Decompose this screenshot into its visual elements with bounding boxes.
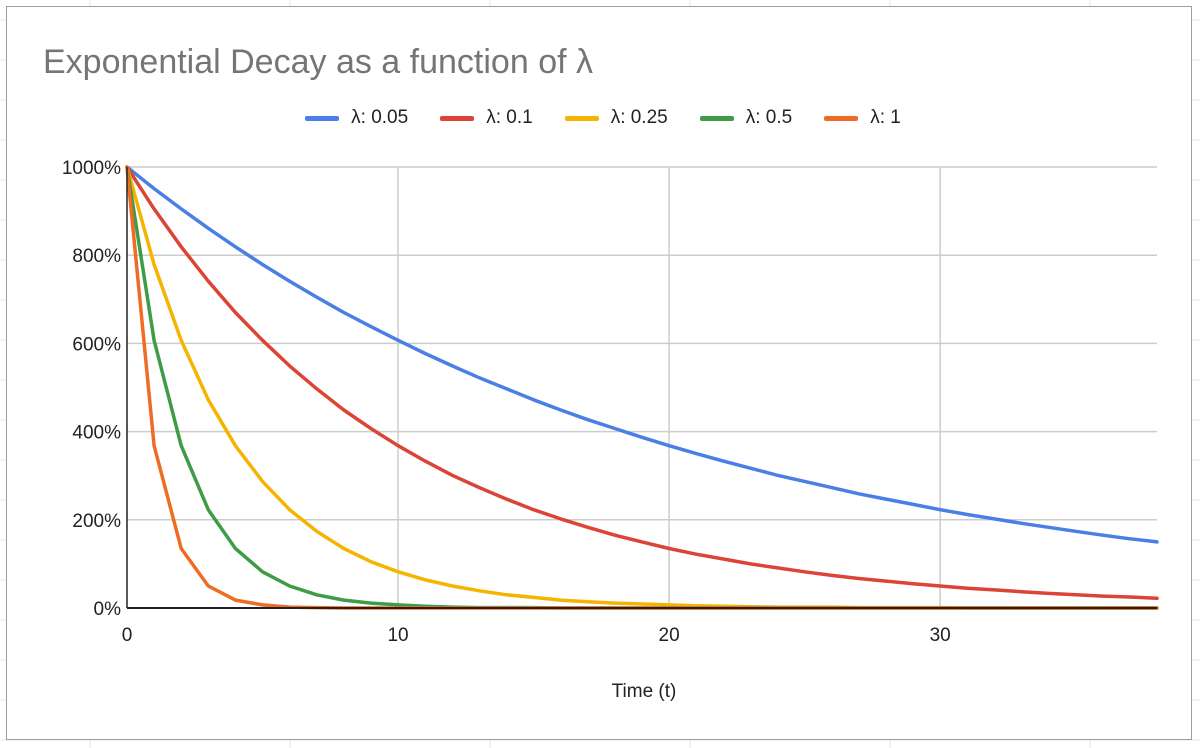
y-tick-label: 200% <box>72 511 121 532</box>
legend-swatch <box>699 115 734 121</box>
x-tick-label: 0 <box>122 625 133 646</box>
legend-swatch <box>440 115 475 121</box>
y-tick-label: 400% <box>72 423 121 444</box>
plot-area: 0% 200% 400% 600% 800% 1000% 0 10 20 30 Time (t) <box>62 158 1159 702</box>
x-tick-label: 10 <box>387 625 408 646</box>
x-tick-label: 30 <box>930 625 951 646</box>
legend-swatch <box>305 115 340 121</box>
chart-legend: λ: 0.05 λ: 0.1 λ: 0.25 λ: 0.5 λ: 1 <box>7 107 1193 129</box>
series-line[interactable] <box>125 165 1159 601</box>
legend-item[interactable]: λ: 1 <box>824 107 901 129</box>
y-tick-label: 800% <box>72 246 121 267</box>
series-line[interactable] <box>125 165 1159 544</box>
legend-label: λ: 0.5 <box>745 107 793 128</box>
legend-label: λ: 0.25 <box>610 107 668 128</box>
y-tick-label: 1000% <box>62 158 121 179</box>
legend-item[interactable]: λ: 0.5 <box>699 107 793 129</box>
x-axis-title: Time (t) <box>612 681 677 702</box>
legend-label: λ: 0.05 <box>351 107 409 128</box>
legend-item[interactable]: λ: 0.25 <box>564 107 668 129</box>
legend-swatch <box>564 115 599 121</box>
legend-swatch <box>824 115 859 121</box>
legend-label: λ: 0.1 <box>486 107 533 128</box>
y-tick-label: 0% <box>94 599 122 620</box>
x-tick-label: 20 <box>659 625 680 646</box>
chart-title: Exponential Decay as a function of λ <box>43 43 593 81</box>
y-tick-label: 600% <box>72 334 121 355</box>
legend-item[interactable]: λ: 0.05 <box>305 107 408 129</box>
chart-card[interactable]: Exponential Decay as a function of λ λ: … <box>6 6 1192 740</box>
legend-item[interactable]: λ: 0.1 <box>440 107 533 129</box>
legend-label: λ: 1 <box>870 107 901 128</box>
